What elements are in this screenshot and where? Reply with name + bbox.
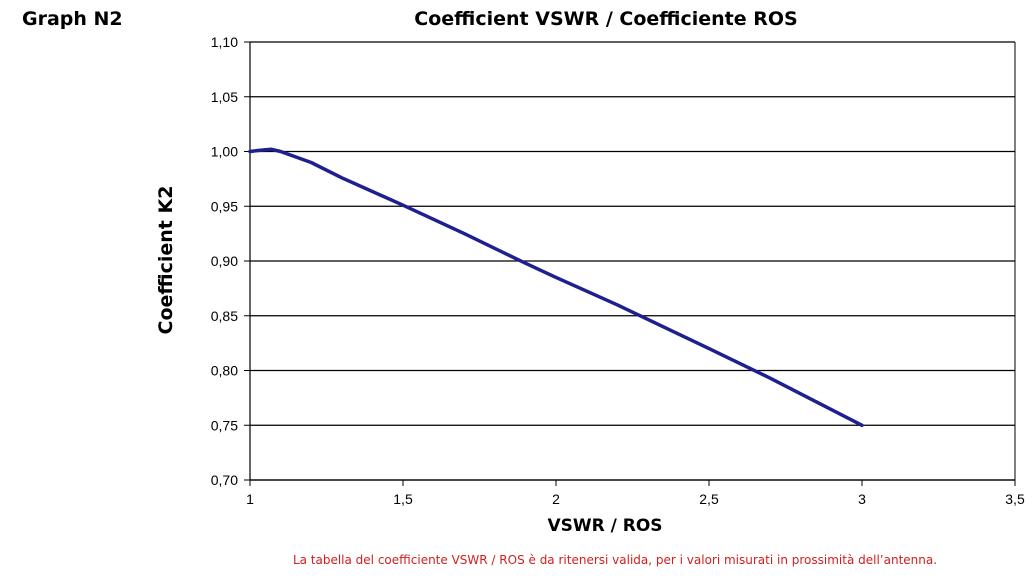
y-tick-label: 0,85 xyxy=(211,308,238,324)
y-tick-label: 0,95 xyxy=(211,198,238,214)
axes xyxy=(244,41,1016,486)
series-line xyxy=(248,147,864,428)
y-tick-label: 1,10 xyxy=(211,34,238,50)
x-axis-title: VSWR / ROS xyxy=(547,516,663,536)
x-tick-label: 1 xyxy=(246,491,254,507)
y-tick-label: 1,00 xyxy=(211,144,238,160)
y-tick-label: 0,70 xyxy=(211,472,238,488)
gridlines xyxy=(250,41,1015,481)
y-tick-label: 0,80 xyxy=(211,363,238,379)
x-tick-label: 1,5 xyxy=(393,491,413,507)
series-layer xyxy=(248,147,864,428)
y-tick-label: 1,05 xyxy=(211,89,238,105)
x-tick-label: 3,5 xyxy=(1005,491,1025,507)
x-tick-label: 2 xyxy=(552,491,560,507)
x-tick-label: 2,5 xyxy=(699,491,719,507)
chart-title: Coefficient VSWR / Coefficiente ROS xyxy=(414,8,798,30)
y-axis-title: Coefficient K2 xyxy=(155,185,177,335)
tick-labels: 1,10 1,05 1,00 0,95 0,90 0,85 0,80 0,75 0,70 1 1,5… xyxy=(211,34,1025,507)
y-tick-label: 0,75 xyxy=(211,417,238,433)
y-tick-label: 0,90 xyxy=(211,253,238,269)
x-tick-label: 3 xyxy=(858,491,866,507)
footnote: La tabella del coefficiente VSWR / ROS è… xyxy=(292,553,938,567)
graph-label: Graph N2 xyxy=(22,8,123,30)
